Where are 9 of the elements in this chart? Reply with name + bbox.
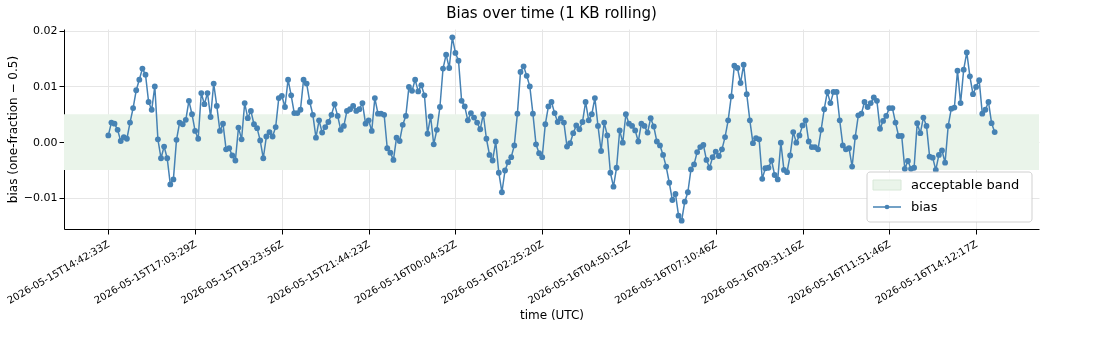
y-tick-label: 0.00: [33, 135, 58, 149]
y-tick-label: 0.01: [33, 79, 58, 93]
y-axis-title: bias (one-fraction − 0.5): [5, 55, 20, 204]
y-tick-label: 0.02: [33, 24, 58, 38]
y-tick-label: −0.01: [23, 191, 58, 205]
legend-label: bias: [911, 199, 938, 214]
chart-title: Bias over time (1 KB rolling): [446, 3, 657, 22]
x-axis-title: time (UTC): [519, 307, 585, 322]
legend-label: acceptable band: [911, 177, 1020, 192]
